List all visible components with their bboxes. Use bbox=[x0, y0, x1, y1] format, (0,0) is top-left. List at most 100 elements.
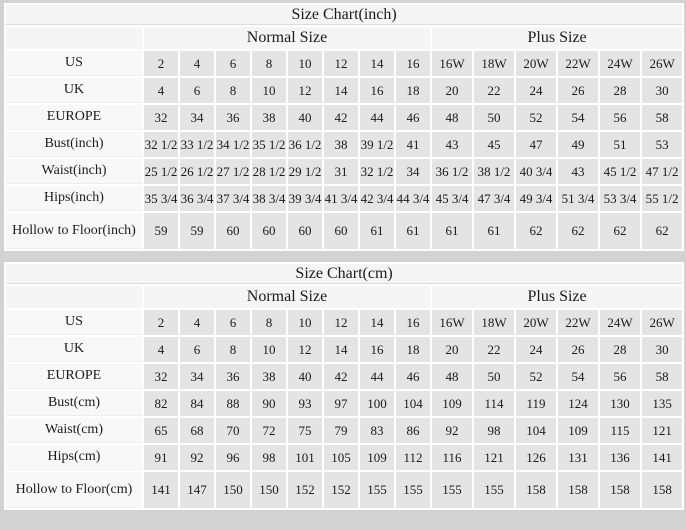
data-cell: 131 bbox=[558, 445, 598, 470]
data-cell: 88 bbox=[216, 391, 250, 416]
data-cell: 92 bbox=[180, 445, 214, 470]
data-cell: 45 bbox=[474, 132, 514, 157]
data-cell: 90 bbox=[252, 391, 286, 416]
data-cell: 20W bbox=[516, 310, 556, 335]
data-cell: 14 bbox=[360, 51, 394, 76]
title-row: Size Chart(inch) bbox=[6, 5, 683, 25]
plus-size-header: Plus Size bbox=[432, 27, 683, 49]
data-cell: 28 bbox=[600, 78, 640, 103]
data-cell: 48 bbox=[432, 105, 472, 130]
data-cell: 35 1/2 bbox=[252, 132, 286, 157]
table-row: EUROPE 32 34 36 38 40 42 44 46 48 50 52 54 56 58 bbox=[6, 364, 683, 389]
data-cell: 56 bbox=[600, 105, 640, 130]
data-cell: 32 bbox=[144, 105, 178, 130]
data-cell: 36 1/2 bbox=[288, 132, 322, 157]
data-cell: 18 bbox=[396, 337, 430, 362]
data-cell: 42 bbox=[324, 105, 358, 130]
table-row: Hips(inch) 35 3/4 36 3/4 37 3/4 38 3/4 39 3/4… bbox=[6, 186, 683, 211]
data-cell: 54 bbox=[558, 105, 598, 130]
data-cell: 47 3/4 bbox=[474, 186, 514, 211]
data-cell: 26 bbox=[558, 337, 598, 362]
data-cell: 62 bbox=[642, 213, 683, 249]
data-cell: 4 bbox=[144, 337, 178, 362]
data-cell: 101 bbox=[288, 445, 322, 470]
data-cell: 84 bbox=[180, 391, 214, 416]
data-cell: 115 bbox=[600, 418, 640, 443]
data-cell: 14 bbox=[360, 310, 394, 335]
data-cell: 36 1/2 bbox=[432, 159, 472, 184]
data-cell: 42 bbox=[324, 364, 358, 389]
data-cell: 38 1/2 bbox=[474, 159, 514, 184]
data-cell: 45 1/2 bbox=[600, 159, 640, 184]
title-row: Size Chart(cm) bbox=[6, 264, 683, 284]
data-cell: 49 3/4 bbox=[516, 186, 556, 211]
row-label: Hollow to Floor(inch) bbox=[6, 213, 142, 249]
corner-cell bbox=[6, 27, 142, 49]
data-cell: 114 bbox=[474, 391, 514, 416]
table-row: EUROPE 32 34 36 38 40 42 44 46 48 50 52 54 56 58 bbox=[6, 105, 683, 130]
size-chart-inch-table: Size Chart(inch) Normal Size Plus Size U… bbox=[4, 3, 685, 251]
data-cell: 12 bbox=[288, 78, 322, 103]
data-cell: 61 bbox=[360, 213, 394, 249]
data-cell: 10 bbox=[288, 51, 322, 76]
data-cell: 29 1/2 bbox=[288, 159, 322, 184]
data-cell: 124 bbox=[558, 391, 598, 416]
data-cell: 40 bbox=[288, 364, 322, 389]
data-cell: 82 bbox=[144, 391, 178, 416]
data-cell: 60 bbox=[288, 213, 322, 249]
data-cell: 36 bbox=[216, 105, 250, 130]
data-cell: 24 bbox=[516, 337, 556, 362]
data-cell: 45 3/4 bbox=[432, 186, 472, 211]
data-cell: 38 bbox=[252, 105, 286, 130]
data-cell: 27 1/2 bbox=[216, 159, 250, 184]
table-title: Size Chart(cm) bbox=[6, 264, 683, 284]
data-cell: 39 1/2 bbox=[360, 132, 394, 157]
table-row: US 2 4 6 8 10 12 14 16 16W 18W 20W 22W 24W 26W bbox=[6, 51, 683, 76]
corner-cell bbox=[6, 286, 142, 308]
data-cell: 155 bbox=[432, 472, 472, 508]
row-label: EUROPE bbox=[6, 364, 142, 389]
data-cell: 6 bbox=[216, 310, 250, 335]
data-cell: 105 bbox=[324, 445, 358, 470]
data-cell: 36 3/4 bbox=[180, 186, 214, 211]
data-cell: 52 bbox=[516, 105, 556, 130]
data-cell: 41 3/4 bbox=[324, 186, 358, 211]
data-cell: 65 bbox=[144, 418, 178, 443]
data-cell: 8 bbox=[216, 337, 250, 362]
data-cell: 26 bbox=[558, 78, 598, 103]
data-cell: 104 bbox=[396, 391, 430, 416]
data-cell: 50 bbox=[474, 364, 514, 389]
data-cell: 119 bbox=[516, 391, 556, 416]
data-cell: 44 3/4 bbox=[396, 186, 430, 211]
data-cell: 46 bbox=[396, 105, 430, 130]
data-cell: 47 bbox=[516, 132, 556, 157]
data-cell: 158 bbox=[516, 472, 556, 508]
data-cell: 147 bbox=[180, 472, 214, 508]
data-cell: 155 bbox=[360, 472, 394, 508]
row-label: UK bbox=[6, 337, 142, 362]
data-cell: 25 1/2 bbox=[144, 159, 178, 184]
data-cell: 18W bbox=[474, 310, 514, 335]
data-cell: 6 bbox=[180, 337, 214, 362]
data-cell: 32 1/2 bbox=[360, 159, 394, 184]
data-cell: 62 bbox=[558, 213, 598, 249]
data-cell: 93 bbox=[288, 391, 322, 416]
data-cell: 40 bbox=[288, 105, 322, 130]
data-cell: 121 bbox=[642, 418, 683, 443]
data-cell: 20 bbox=[432, 78, 472, 103]
data-cell: 4 bbox=[144, 78, 178, 103]
table-row: Waist(cm) 65 68 70 72 75 79 83 86 92 98 104 109 115 12… bbox=[6, 418, 683, 443]
data-cell: 2 bbox=[144, 51, 178, 76]
data-cell: 49 bbox=[558, 132, 598, 157]
data-cell: 60 bbox=[324, 213, 358, 249]
normal-size-header: Normal Size bbox=[144, 27, 430, 49]
data-cell: 109 bbox=[360, 445, 394, 470]
data-cell: 155 bbox=[474, 472, 514, 508]
data-cell: 58 bbox=[642, 105, 683, 130]
data-cell: 97 bbox=[324, 391, 358, 416]
group-header-row: Normal Size Plus Size bbox=[6, 27, 683, 49]
data-cell: 158 bbox=[600, 472, 640, 508]
data-cell: 86 bbox=[396, 418, 430, 443]
row-label: Hips(inch) bbox=[6, 186, 142, 211]
